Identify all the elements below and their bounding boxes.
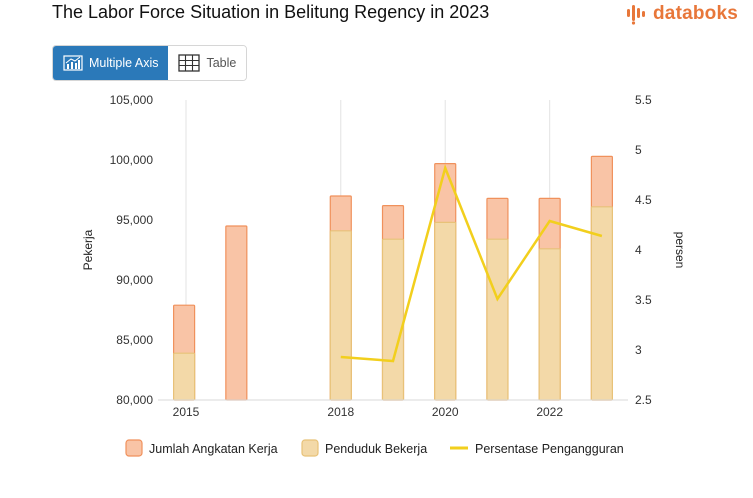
y-left-tick-label: 105,000 <box>110 93 154 107</box>
y-right-tick-label: 4 <box>635 243 642 257</box>
table-button[interactable]: Table <box>168 46 247 80</box>
view-toggle: Multiple Axis Table <box>52 45 248 81</box>
y-left-tick-label: 85,000 <box>116 333 153 347</box>
legend-swatch <box>301 439 319 457</box>
y-left-axis-title: Pekerja <box>81 229 95 270</box>
legend-label: Penduduk Bekerja <box>325 442 427 456</box>
y-left-tick-label: 100,000 <box>110 153 154 167</box>
brand-name: databoks <box>653 3 739 24</box>
y-right-axis-title: persen <box>673 232 687 269</box>
x-tick-label: 2015 <box>173 405 200 419</box>
y-right-tick-label: 5.5 <box>635 93 652 107</box>
bar-penduduk-bekerja <box>173 352 196 401</box>
y-right-tick-label: 3 <box>635 343 642 357</box>
table-icon <box>178 54 201 72</box>
multiple-axis-label: Multiple Axis <box>89 56 159 70</box>
bar-penduduk-bekerja <box>486 238 509 401</box>
x-tick-label: 2018 <box>327 405 354 419</box>
bar-penduduk-bekerja <box>434 221 457 401</box>
y-right-tick-label: 5 <box>635 143 642 157</box>
y-right-tick-label: 4.5 <box>635 193 652 207</box>
line-persentase-pengangguran <box>340 164 603 363</box>
bar-penduduk-bekerja <box>329 230 352 401</box>
legend-label: Jumlah Angkatan Kerja <box>149 442 278 456</box>
bar-jumlah-angkatan-kerja <box>225 225 248 401</box>
bar-penduduk-bekerja <box>381 238 405 401</box>
y-right-tick-label: 3.5 <box>635 293 652 307</box>
multiple-axis-button[interactable]: Multiple Axis <box>53 46 169 80</box>
page-title: The Labor Force Situation in Belitung Re… <box>52 2 490 22</box>
y-left-tick-label: 80,000 <box>116 393 153 407</box>
chart-icon <box>63 55 83 71</box>
bar-penduduk-bekerja <box>538 248 561 401</box>
y-left-tick-label: 95,000 <box>116 213 153 227</box>
brand-logo: databoks <box>626 3 738 25</box>
legend-label: Persentase Pengangguran <box>475 442 624 456</box>
y-left-tick-label: 90,000 <box>116 273 153 287</box>
table-label: Table <box>206 56 237 70</box>
x-tick-label: 2022 <box>536 405 563 419</box>
legend-swatch <box>125 439 143 457</box>
x-tick-label: 2020 <box>432 405 459 419</box>
y-right-tick-label: 2.5 <box>635 393 652 407</box>
databoks-logo-icon <box>627 5 645 25</box>
